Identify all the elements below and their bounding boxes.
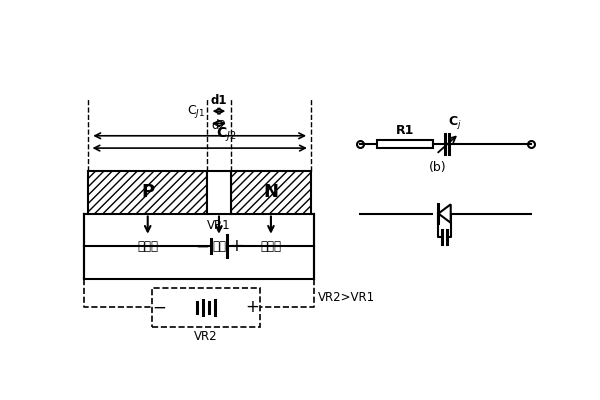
Text: P: P xyxy=(141,183,154,201)
Text: −: − xyxy=(195,237,209,255)
Text: (b): (b) xyxy=(429,161,446,174)
Text: VR2>VR1: VR2>VR1 xyxy=(317,291,374,304)
Text: N: N xyxy=(263,183,278,201)
Text: C$_{J2}$: C$_{J2}$ xyxy=(217,126,237,144)
Text: d2: d2 xyxy=(211,119,226,132)
Text: C$_{J1}$: C$_{J1}$ xyxy=(187,103,205,120)
Text: R1: R1 xyxy=(396,124,414,137)
Bar xyxy=(88,171,208,214)
Text: 导电板: 导电板 xyxy=(260,240,281,254)
Bar xyxy=(208,171,230,214)
Text: +: + xyxy=(229,237,243,255)
Text: d1: d1 xyxy=(211,94,227,107)
Text: 介质: 介质 xyxy=(212,240,226,254)
Bar xyxy=(377,140,433,148)
Polygon shape xyxy=(439,204,451,223)
Text: +: + xyxy=(245,298,259,316)
Text: VR1: VR1 xyxy=(207,219,231,232)
Text: 导电板: 导电板 xyxy=(137,240,158,254)
Text: C$_{j}$: C$_{j}$ xyxy=(448,114,462,131)
Text: VR2: VR2 xyxy=(194,330,218,343)
Text: −: − xyxy=(153,298,167,316)
Bar xyxy=(152,288,260,327)
Bar xyxy=(230,171,311,214)
